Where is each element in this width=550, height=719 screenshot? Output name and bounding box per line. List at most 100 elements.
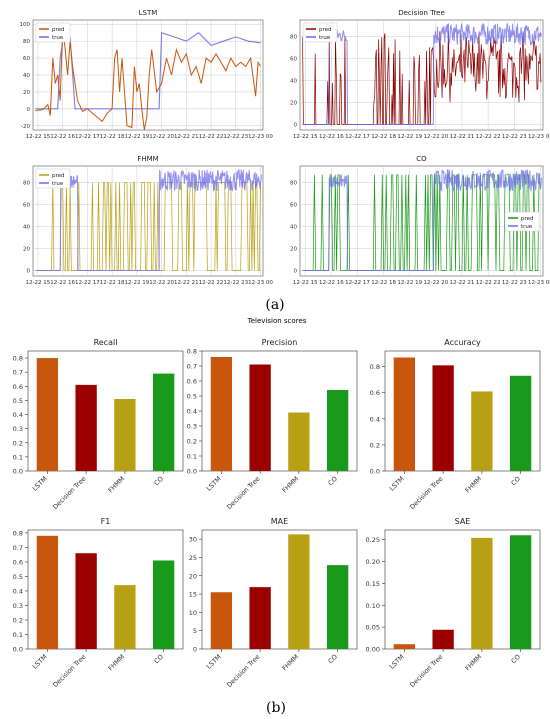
x-tick-label: 12-23 00 [528, 134, 550, 140]
y-tick-label: 15 [189, 591, 197, 599]
y-tick-label: 0.0 [370, 468, 380, 476]
x-tick-label: LSTM [31, 475, 49, 493]
bar-fhmm [471, 391, 493, 471]
x-tick-label: 12-22 20 [149, 134, 174, 140]
x-tick-label: 12-22 21 [450, 280, 475, 286]
series-true-line [35, 168, 262, 271]
y-tick-label: 0.8 [13, 355, 23, 363]
legend-label: pred [52, 27, 65, 33]
bar-co [152, 373, 175, 471]
y-tick-label: 20 [290, 247, 297, 253]
legend-label: pred [52, 173, 65, 179]
x-tick-label: 12-22 15 [293, 134, 318, 140]
x-tick-label: CO [153, 475, 165, 487]
x-tick-label: CO [153, 653, 165, 665]
x-tick-label: LSTM [205, 475, 223, 493]
bar-co [509, 375, 532, 471]
y-tick-label: 0.15 [366, 580, 380, 588]
x-tick-label: FHMM [107, 653, 127, 673]
x-tick-label: 12-23 00 [248, 134, 273, 140]
x-tick-label: Decision Tree [408, 475, 444, 511]
x-tick-label: 12-22 17 [345, 134, 370, 140]
bar-fhmm [288, 412, 310, 471]
x-tick-label: Decision Tree [51, 475, 87, 511]
bar-lstm [36, 358, 59, 471]
y-tick-label: 0 [27, 269, 31, 275]
x-tick-label: 12-22 16 [50, 134, 75, 140]
x-tick-label: 12-22 15 [26, 134, 51, 140]
series-pred-line [35, 25, 261, 130]
x-tick-label: 12-22 19 [125, 280, 150, 286]
y-tick-label: 80 [290, 35, 297, 41]
y-tick-label: 30 [189, 536, 197, 544]
series-true-line [302, 168, 542, 271]
bar-lstm [210, 592, 233, 649]
x-tick-label: CO [510, 475, 522, 487]
x-tick-label: FHMM [281, 475, 301, 495]
bar-lstm [393, 644, 416, 649]
bar-decision-tree [249, 587, 271, 649]
y-tick-label: 0.5 [13, 397, 23, 405]
legend-label: true [521, 224, 533, 230]
bar-lstm [210, 357, 233, 471]
y-tick-label: 0.1 [13, 631, 23, 639]
y-tick-label: 0.5 [13, 573, 23, 581]
x-tick-label: 12-22 16 [50, 280, 75, 286]
x-tick-label: 12-22 21 [174, 134, 199, 140]
bar-chart-3: F1 0.0 0.1 0.2 0.3 0.4 0.5 0.6 0.7 0.8 LSTM Decisio… [13, 517, 184, 689]
x-tick-label: 12-22 20 [424, 134, 449, 140]
bar-decision-tree [432, 365, 454, 471]
x-tick-label: 12-22 17 [75, 280, 100, 286]
y-tick-label: 0.1 [187, 453, 197, 461]
bar-chart-title: Accuracy [444, 338, 481, 347]
panel-a-label: (a) [265, 297, 284, 313]
bar-co [326, 390, 349, 471]
bar-co [509, 535, 532, 649]
y-tick-label: 20 [23, 90, 30, 96]
y-tick-label: 0.6 [370, 389, 380, 397]
y-tick-label: 80 [23, 39, 30, 45]
y-tick-label: 0.8 [187, 348, 197, 356]
x-tick-label: LSTM [388, 653, 406, 671]
x-tick-label: FHMM [107, 475, 127, 495]
bar-chart-4: MAE 0 5 10 15 20 25 30 LSTM Decision Tree FHMM CO [189, 517, 358, 689]
plot-title: FHMM [137, 155, 158, 163]
legend-label: pred [319, 27, 332, 33]
y-tick-label: 0.2 [13, 616, 23, 624]
bar-fhmm [114, 399, 136, 471]
bar-chart-title: Precision [262, 338, 298, 347]
x-tick-label: LSTM [388, 475, 406, 493]
series-true-line [302, 22, 542, 125]
y-tick-label: 0.2 [370, 441, 380, 449]
bar-chart-1: Precision 0.0 0.1 0.2 0.3 0.4 0.5 0.6 0.7 0.8 LSTM… [187, 338, 358, 511]
bar-lstm [36, 535, 59, 649]
y-tick-label: 0.4 [187, 408, 197, 416]
x-tick-label: 12-22 22 [199, 280, 224, 286]
x-tick-label: 12-22 22 [476, 280, 501, 286]
series-pred-line [35, 182, 261, 271]
y-tick-label: 0 [27, 107, 31, 113]
x-tick-label: 12-22 23 [502, 134, 527, 140]
y-tick-label: 40 [290, 225, 297, 231]
y-tick-label: 0.6 [187, 378, 197, 386]
y-tick-label: 0 [294, 269, 298, 275]
x-tick-label: CO [327, 653, 339, 665]
bar-co [326, 565, 349, 649]
x-tick-label: Decision Tree [225, 475, 261, 511]
x-tick-label: CO [327, 475, 339, 487]
y-tick-label: 0.3 [13, 602, 23, 610]
plot-title: Decision Tree [398, 9, 445, 17]
x-tick-label: 12-22 18 [371, 134, 396, 140]
x-tick-label: 12-23 00 [528, 280, 550, 286]
y-tick-label: 0.6 [13, 558, 23, 566]
y-tick-label: 0.8 [370, 363, 380, 371]
y-tick-label: 0.20 [366, 558, 380, 566]
y-tick-label: 0.4 [13, 587, 23, 595]
bar-fhmm [114, 585, 136, 649]
x-tick-label: 12-22 17 [75, 134, 100, 140]
x-tick-label: 12-22 21 [174, 280, 199, 286]
x-tick-label: LSTM [31, 653, 49, 671]
